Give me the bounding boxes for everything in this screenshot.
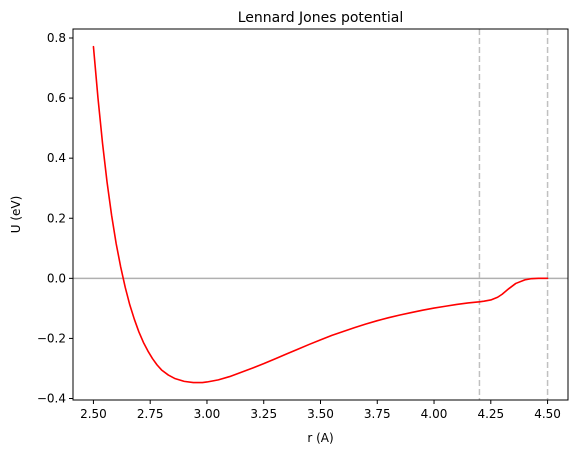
y-tick-label: 0.8: [47, 31, 66, 45]
series-group: [92, 45, 549, 384]
y-tick-label: 0.6: [47, 91, 66, 105]
x-tick-label: 3.50: [307, 407, 334, 421]
x-tick-label: 2.75: [137, 407, 164, 421]
x-tick-label: 4.00: [421, 407, 448, 421]
y-tick-label: −0.4: [37, 391, 66, 405]
chart-title: Lennard Jones potential: [238, 10, 404, 26]
x-axis-label: r (A): [307, 431, 333, 445]
reference-lines: [73, 29, 568, 400]
plot-frame: [72, 28, 569, 401]
x-tick-label: 4.50: [534, 407, 561, 421]
x-tick-label: 2.50: [80, 407, 107, 421]
x-tick-label: 4.25: [477, 407, 504, 421]
y-tick-label: −0.2: [37, 331, 66, 345]
x-tick-label: 3.75: [364, 407, 391, 421]
y-tick-label: 0.2: [47, 211, 66, 225]
x-tick-label: 3.25: [250, 407, 277, 421]
x-axis-ticks: 2.50 2.75 3.00 3.25 3.50 3.75 4.00 4.25 4.50: [80, 400, 561, 421]
y-tick-label: 0.0: [47, 271, 66, 285]
y-tick-label: 0.4: [47, 151, 66, 165]
y-axis-ticks: −0.4 −0.2 0.0 0.2 0.4 0.6 0.8: [37, 31, 73, 405]
y-axis-label: U (eV): [9, 196, 23, 234]
x-tick-label: 3.00: [194, 407, 221, 421]
series-line-0: [92, 45, 549, 384]
